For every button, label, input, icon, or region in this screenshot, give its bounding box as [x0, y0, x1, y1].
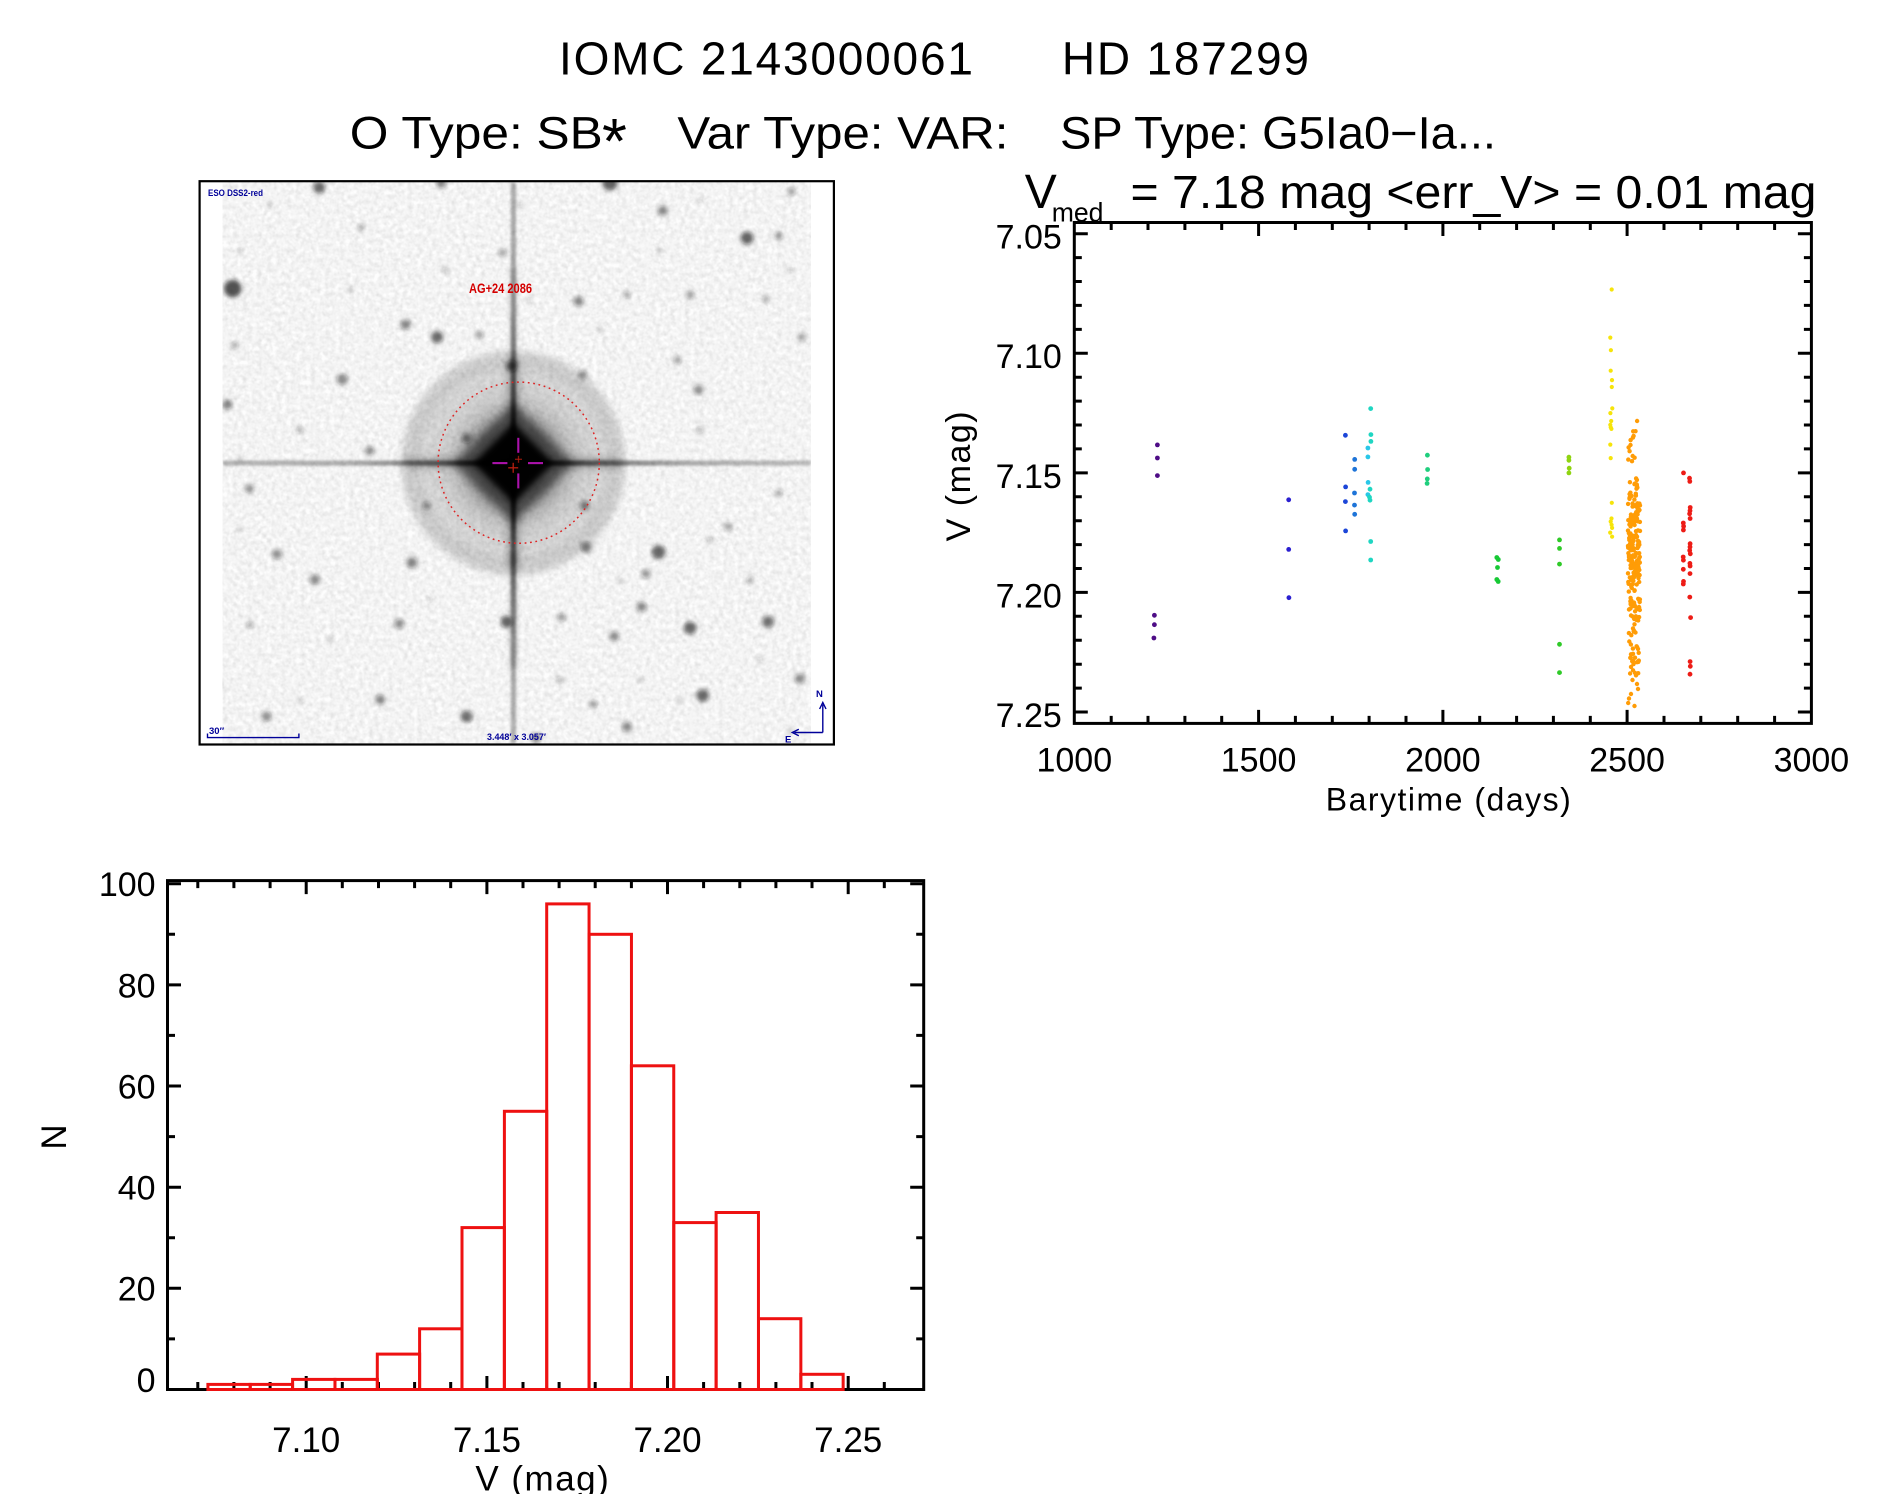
svg-text:80: 80	[118, 967, 156, 1005]
svg-text:3.448′ x 3.057′: 3.448′ x 3.057′	[487, 732, 547, 743]
svg-text:N: N	[816, 689, 823, 700]
svg-text:V (mag): V (mag)	[940, 410, 978, 541]
svg-text:60: 60	[118, 1068, 156, 1106]
svg-text:100: 100	[99, 866, 156, 904]
svg-text:O Type: SB: O Type: SB	[350, 108, 603, 159]
svg-text:2500: 2500	[1589, 742, 1665, 780]
svg-text:1500: 1500	[1221, 742, 1297, 780]
svg-text:*: *	[602, 105, 627, 177]
svg-text:V (mag): V (mag)	[475, 1460, 610, 1494]
svg-text:20: 20	[118, 1271, 156, 1309]
svg-text:0: 0	[137, 1362, 156, 1400]
svg-text:30″: 30″	[209, 726, 225, 737]
svg-text:7.25: 7.25	[996, 697, 1062, 735]
svg-text:3000: 3000	[1774, 742, 1850, 780]
svg-text:SP Type: G5Ia0−Ia...: SP Type: G5Ia0−Ia...	[1060, 108, 1496, 159]
svg-text:med: med	[1052, 197, 1104, 227]
svg-text:7.10: 7.10	[272, 1421, 340, 1460]
svg-text:7.05: 7.05	[996, 219, 1062, 257]
svg-text:2000: 2000	[1405, 742, 1481, 780]
svg-text:7.20: 7.20	[633, 1421, 701, 1460]
svg-text:Var Type: VAR:: Var Type: VAR:	[677, 108, 1008, 159]
svg-text:IOMC 2143000061: IOMC 2143000061	[559, 32, 975, 84]
svg-text:7.15: 7.15	[996, 458, 1062, 496]
svg-text:40: 40	[118, 1170, 156, 1208]
svg-text:7.25: 7.25	[814, 1421, 882, 1460]
svg-text:N: N	[35, 1124, 74, 1149]
svg-text:E: E	[785, 735, 791, 746]
svg-text:ESO DSS2-red: ESO DSS2-red	[208, 188, 263, 199]
svg-text:AG+24 2086: AG+24 2086	[469, 281, 532, 296]
svg-text:V: V	[1025, 166, 1057, 219]
svg-text:Barytime (days): Barytime (days)	[1326, 782, 1573, 818]
svg-text:7.20: 7.20	[996, 577, 1062, 615]
svg-text:7.10: 7.10	[996, 338, 1062, 376]
svg-text:1000: 1000	[1036, 742, 1112, 780]
svg-text:7.15: 7.15	[453, 1421, 521, 1460]
svg-text:= 7.18 mag <err_V> = 0.01: = 7.18 mag <err_V> = 0.01 mag	[1131, 166, 1817, 218]
svg-text:HD 187299: HD 187299	[1062, 32, 1311, 84]
